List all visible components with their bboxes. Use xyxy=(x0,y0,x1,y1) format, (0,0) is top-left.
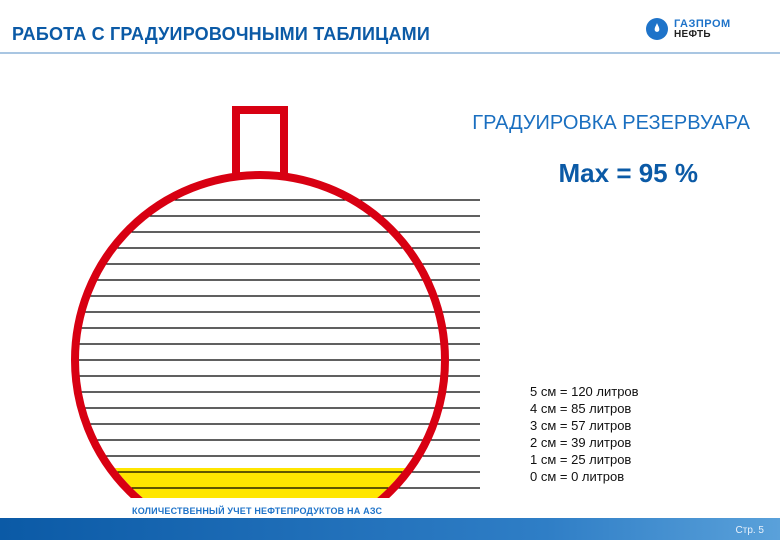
calibration-row: 1 см = 25 литров xyxy=(530,451,639,468)
page-title: РАБОТА С ГРАДУИРОВОЧНЫМИ ТАБЛИЦАМИ xyxy=(12,24,430,45)
calibration-table: 5 см = 120 литров4 см = 85 литров3 см = … xyxy=(530,383,639,485)
footer: КОЛИЧЕСТВЕННЫЙ УЧЕТ НЕФТЕПРОДУКТОВ НА АЗ… xyxy=(0,504,780,540)
company-logo: ГАЗПРОМ НЕФТЬ xyxy=(646,14,766,44)
header-divider xyxy=(0,52,780,54)
calibration-row: 0 см = 0 литров xyxy=(530,468,639,485)
slide: РАБОТА С ГРАДУИРОВОЧНЫМИ ТАБЛИЦАМИ ГАЗПР… xyxy=(0,0,780,540)
calibration-row: 5 см = 120 литров xyxy=(530,383,639,400)
calibration-row: 4 см = 85 литров xyxy=(530,400,639,417)
calibration-row: 2 см = 39 литров xyxy=(530,434,639,451)
logo-brand-bottom: НЕФТЬ xyxy=(674,30,731,40)
flame-icon xyxy=(646,18,668,40)
max-label: Max = 95 % xyxy=(559,158,698,189)
calibration-row: 3 см = 57 литров xyxy=(530,417,639,434)
logo-brand-top: ГАЗПРОМ xyxy=(674,19,731,30)
tank-diagram xyxy=(40,80,480,498)
footer-bar xyxy=(0,518,780,540)
footer-page-number: Стр. 5 xyxy=(736,525,764,536)
footer-caption: КОЛИЧЕСТВЕННЫЙ УЧЕТ НЕФТЕПРОДУКТОВ НА АЗ… xyxy=(132,506,382,516)
subtitle: ГРАДУИРОВКА РЕЗЕРВУАРА xyxy=(472,112,750,135)
logo-text: ГАЗПРОМ НЕФТЬ xyxy=(674,19,731,40)
header: РАБОТА С ГРАДУИРОВОЧНЫМИ ТАБЛИЦАМИ ГАЗПР… xyxy=(0,0,780,52)
